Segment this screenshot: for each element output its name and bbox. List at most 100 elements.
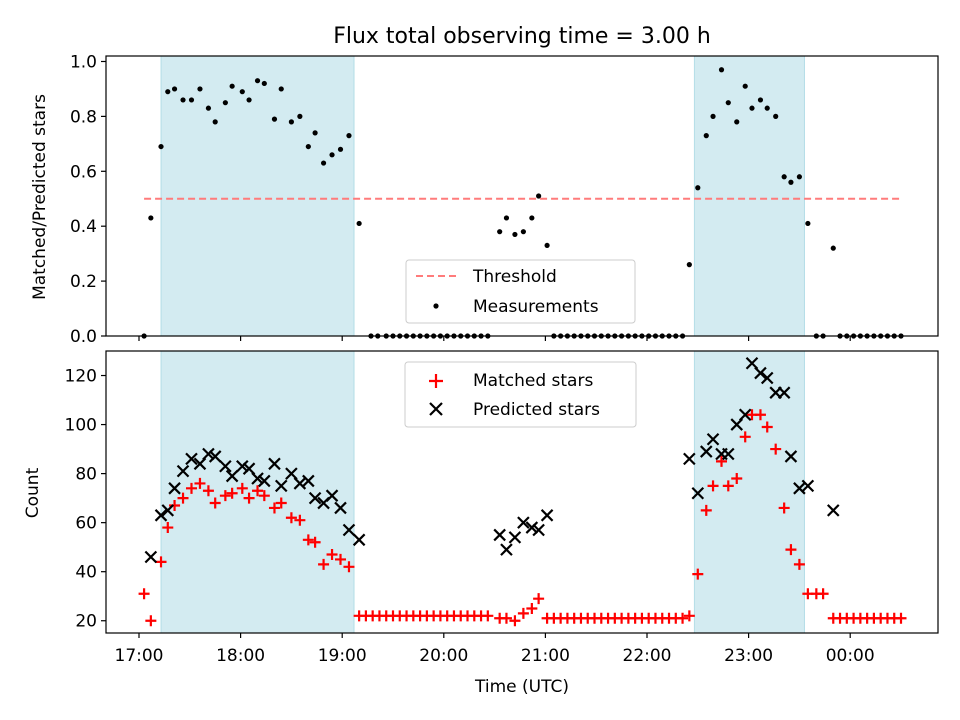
matched-star-point	[739, 431, 751, 443]
predicted-star-point	[540, 509, 554, 522]
measurement-point	[229, 83, 235, 89]
predicted-stars-points	[144, 356, 840, 564]
predicted-star-point	[334, 501, 347, 515]
threshold-legend-label: Threshold	[472, 267, 557, 287]
predicted-star-point	[683, 452, 696, 466]
matched-star-point	[236, 482, 248, 494]
measurement-point	[305, 143, 311, 150]
matched-star-point	[162, 522, 174, 534]
predicted-star-point	[274, 479, 288, 493]
bottom-y-ticks: 20 40 60 80 100 120	[65, 367, 106, 632]
matched-star-point	[302, 534, 314, 546]
matched-star-point	[700, 504, 712, 516]
matched-star-point	[793, 558, 805, 570]
y-tick-label: 80	[75, 465, 97, 485]
matched-stars-points	[138, 409, 907, 627]
top-y-ticks: 0.0 0.2 0.4 0.6 0.8 1.0	[70, 52, 106, 347]
predicted-star-point	[161, 504, 175, 517]
predicted-star-point	[532, 523, 545, 537]
matched-star-point	[526, 602, 538, 614]
y-tick-label: 40	[75, 563, 97, 583]
predicted-star-point	[525, 521, 539, 534]
matched-star-point	[209, 497, 221, 509]
predicted-star-point	[352, 533, 366, 547]
x-tick-label: 23:00	[724, 646, 773, 666]
predicted-star-point	[754, 366, 767, 380]
matched-star-point	[754, 409, 766, 421]
measurement-point	[742, 83, 748, 89]
predicted-star-point	[706, 433, 720, 446]
measurement-point	[261, 80, 267, 87]
matched-star-point	[138, 588, 150, 600]
measurement-point	[288, 119, 294, 125]
matched-star-point	[169, 499, 181, 511]
measurement-point	[337, 146, 344, 152]
matched-star-point	[533, 593, 545, 605]
predicted-star-point	[202, 447, 215, 461]
y-tick-label: 120	[65, 367, 97, 387]
matched-star-point	[294, 514, 306, 526]
predicted-star-point	[738, 408, 752, 422]
measurement-point	[830, 245, 836, 251]
predicted-star-point	[144, 550, 158, 564]
matched-legend-icon	[429, 374, 443, 388]
measurement-point	[536, 193, 542, 199]
matched-star-point	[500, 612, 512, 624]
x-tick-label: 22:00	[623, 646, 672, 666]
predicted-star-point	[325, 489, 339, 502]
matched-star-point	[309, 536, 321, 548]
matched-star-point	[326, 549, 338, 561]
observing-window-shade	[693, 55, 805, 337]
matched-star-point	[509, 615, 521, 627]
measurements-legend-label: Measurements	[473, 297, 599, 317]
top-axes-frame	[105, 55, 939, 337]
matched-star-point	[778, 502, 790, 514]
predicted-star-point	[699, 445, 713, 458]
predicted-star-point	[176, 464, 190, 478]
measurement-point	[503, 215, 510, 221]
measurement-point	[212, 119, 218, 125]
matched-star-point	[243, 492, 255, 504]
y-tick-label: 100	[65, 416, 97, 436]
matched-star-point	[895, 612, 907, 624]
measurement-point	[278, 86, 284, 92]
predicted-star-point	[258, 474, 271, 488]
y-tick-label: 20	[75, 612, 97, 632]
matched-star-point	[202, 485, 214, 497]
measurement-point	[796, 174, 803, 180]
predicted-star-point	[784, 450, 798, 463]
predicted-star-point	[308, 491, 322, 505]
measurement-point	[222, 100, 228, 106]
top-panel: 0.0 0.2 0.4 0.6 0.8 1.0 Matched/Predicted sta…	[30, 52, 939, 347]
matched-star-point	[185, 482, 197, 494]
predicted-star-point	[302, 474, 315, 488]
top-shaded-regions	[160, 55, 805, 337]
measurement-point	[158, 143, 164, 150]
predicted-star-point	[722, 447, 735, 461]
predicted-star-point	[208, 450, 222, 463]
matched-star-point	[770, 443, 782, 455]
measurement-point	[188, 97, 195, 103]
y-tick-label: 0.4	[70, 217, 97, 237]
matched-star-point	[343, 561, 355, 573]
matched-star-point	[275, 497, 287, 509]
predicted-star-point	[342, 523, 356, 537]
matched-star-point	[482, 610, 494, 622]
top-legend: Threshold Measurements	[405, 259, 636, 324]
matched-star-point	[677, 612, 689, 624]
y-tick-label: 60	[75, 514, 97, 534]
measurement-point	[749, 105, 755, 111]
matched-star-point	[731, 473, 743, 485]
bottom-y-axis-label: Count	[23, 467, 43, 518]
x-tick-label: 21:00	[521, 646, 570, 666]
matched-star-point	[817, 588, 829, 600]
matched-star-point	[707, 480, 719, 492]
predicted-star-point	[154, 509, 168, 522]
y-tick-label: 0.0	[70, 327, 97, 347]
x-tick-label: 17:00	[115, 646, 164, 666]
predicted-legend-label: Predicted stars	[473, 400, 600, 420]
predicted-star-point	[777, 386, 791, 399]
y-tick-label: 0.6	[70, 162, 97, 182]
predicted-star-point	[508, 531, 522, 544]
